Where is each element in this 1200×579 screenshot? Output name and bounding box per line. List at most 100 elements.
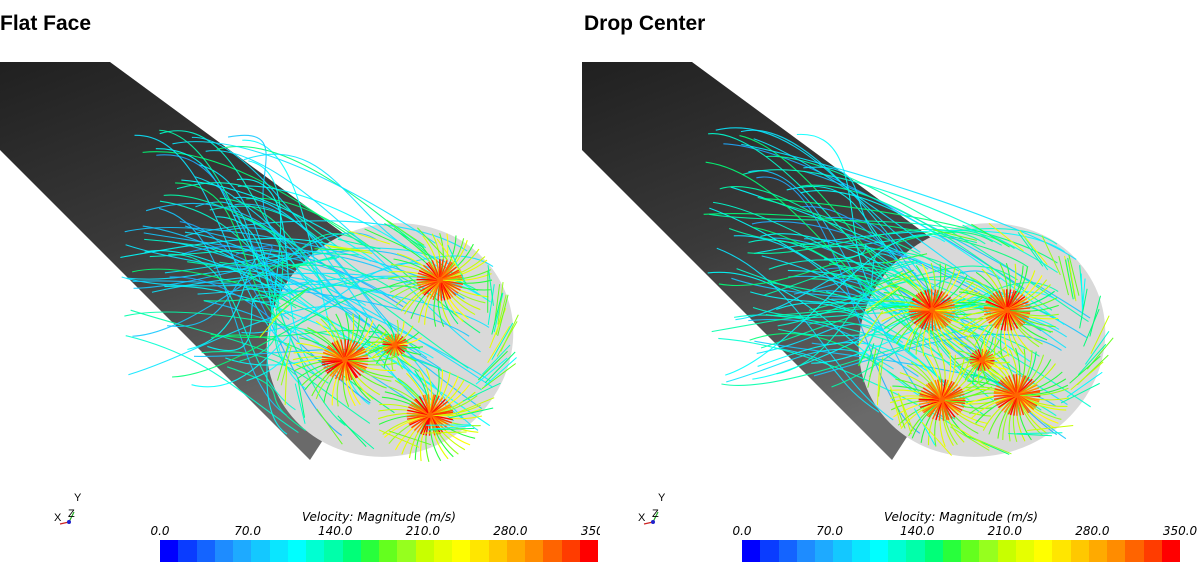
streamline bbox=[1006, 307, 1031, 311]
streamline bbox=[921, 399, 943, 412]
streamline bbox=[213, 265, 483, 410]
streamline bbox=[912, 297, 933, 311]
streamline bbox=[427, 394, 431, 416]
legend-color-swatch bbox=[815, 540, 834, 562]
streamline bbox=[484, 351, 516, 384]
streamline bbox=[774, 347, 880, 413]
streamline bbox=[1016, 391, 1041, 396]
streamline bbox=[348, 230, 391, 245]
streamline bbox=[246, 327, 320, 382]
streamline bbox=[416, 227, 448, 261]
streamline bbox=[1065, 259, 1074, 300]
streamline bbox=[339, 419, 375, 450]
streamline bbox=[327, 345, 346, 361]
axis-x-label: X bbox=[638, 512, 646, 524]
streamline bbox=[985, 309, 1008, 320]
streamline bbox=[436, 238, 463, 275]
streamline bbox=[757, 342, 928, 372]
streamline bbox=[941, 379, 949, 401]
nozzle-hole bbox=[342, 357, 348, 363]
streamline bbox=[967, 435, 1010, 455]
streamline bbox=[211, 334, 395, 414]
streamline bbox=[336, 340, 346, 361]
streamline bbox=[274, 286, 310, 311]
legend-color-swatch bbox=[160, 540, 179, 562]
legend-tick-label: 140.0 bbox=[900, 524, 935, 538]
legend-tick-label: 280.0 bbox=[493, 524, 528, 538]
streamline bbox=[862, 343, 875, 382]
streamline bbox=[950, 426, 990, 451]
streamline bbox=[130, 309, 329, 384]
legend-tick-label: 210.0 bbox=[405, 524, 440, 538]
streamline bbox=[344, 359, 348, 381]
streamline bbox=[1027, 424, 1074, 432]
streamline bbox=[491, 293, 503, 335]
legend-color-swatch bbox=[324, 540, 343, 562]
legend-color-swatch bbox=[760, 540, 779, 562]
streamline bbox=[897, 393, 914, 432]
panel-drop-center: Drop Center Y X Z Velocity: Magnitude (m… bbox=[582, 0, 1200, 579]
streamline bbox=[163, 194, 469, 369]
legend-ticks: 0.0 70.0 140.0 210.0 280.0 350.0 bbox=[150, 524, 600, 538]
streamline bbox=[329, 246, 373, 254]
streamline bbox=[735, 261, 917, 321]
streamline bbox=[429, 411, 454, 416]
streamline-visualization bbox=[0, 62, 519, 462]
streamline bbox=[748, 239, 978, 388]
streamline bbox=[197, 275, 480, 296]
streamline bbox=[932, 229, 977, 241]
legend-tick-label: 350.0 bbox=[580, 524, 600, 538]
legend-color-swatch bbox=[1088, 540, 1107, 562]
legend-color-swatch bbox=[579, 540, 598, 562]
streamline bbox=[985, 300, 1008, 311]
legend-color-swatch bbox=[796, 540, 815, 562]
legend-color-swatch bbox=[561, 540, 580, 562]
legend-color-swatch bbox=[924, 540, 943, 562]
streamline bbox=[1041, 235, 1061, 276]
streamline bbox=[132, 280, 470, 337]
streamline bbox=[132, 268, 420, 372]
streamline bbox=[998, 290, 1008, 311]
streamline bbox=[295, 256, 340, 266]
streamline bbox=[344, 359, 365, 374]
streamline bbox=[930, 381, 943, 401]
legend-color-swatch bbox=[287, 540, 306, 562]
streamline bbox=[991, 309, 1008, 327]
legend-color-swatch bbox=[742, 540, 761, 562]
streamline bbox=[931, 309, 941, 330]
legend-ticks: 0.0 70.0 140.0 210.0 280.0 350.0 bbox=[732, 524, 1197, 538]
streamline bbox=[876, 362, 881, 406]
streamline bbox=[344, 343, 361, 361]
streamline bbox=[1007, 394, 1018, 415]
streamline bbox=[491, 322, 514, 360]
streamline bbox=[1016, 380, 1035, 396]
streamline bbox=[145, 202, 323, 264]
streamline bbox=[477, 350, 508, 381]
streamline bbox=[168, 253, 296, 411]
legend-color-swatch bbox=[851, 540, 870, 562]
legend-color-swatch bbox=[1143, 540, 1162, 562]
streamline bbox=[340, 339, 346, 361]
streamline bbox=[752, 306, 881, 330]
streamline bbox=[159, 129, 346, 426]
axis-triad-icon bbox=[643, 511, 659, 525]
streamline bbox=[364, 228, 406, 249]
axis-y-label: Y bbox=[658, 492, 666, 504]
legend-color-swatch bbox=[543, 540, 562, 562]
streamline bbox=[344, 359, 358, 379]
streamline bbox=[216, 216, 307, 390]
legend-tick-label: 140.0 bbox=[318, 524, 353, 538]
legend-color-swatch bbox=[997, 540, 1016, 562]
legend-color-swatch bbox=[251, 540, 270, 562]
streamline bbox=[344, 355, 398, 363]
streamline bbox=[384, 223, 425, 249]
streamline bbox=[1001, 394, 1018, 412]
legend-color-swatch bbox=[942, 540, 961, 562]
legend-color-swatch bbox=[488, 540, 507, 562]
streamline bbox=[125, 335, 299, 434]
legend-color-swatch bbox=[1161, 540, 1180, 562]
streamline bbox=[725, 234, 946, 376]
streamline bbox=[741, 169, 1058, 274]
streamline bbox=[337, 238, 381, 250]
streamline bbox=[705, 161, 917, 335]
